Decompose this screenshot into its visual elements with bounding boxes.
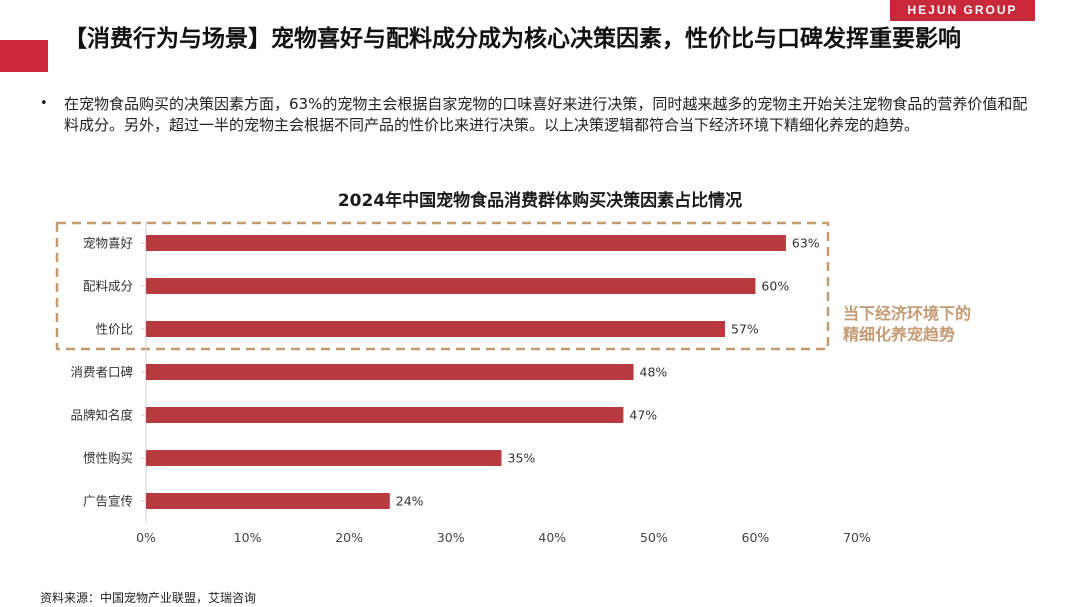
x-tick-label: 50% (640, 530, 668, 545)
annotation-line-2: 精细化养宠趋势 (843, 325, 956, 344)
value-label: 57% (731, 322, 759, 337)
summary-text: 在宠物食品购买的决策因素方面，63%的宠物主会根据自家宠物的口味喜好来进行决策，… (64, 95, 1028, 134)
x-tick-label: 20% (335, 530, 363, 545)
value-label: 47% (629, 408, 657, 423)
category-label: 惯性购买 (83, 451, 133, 466)
value-label: 24% (396, 494, 424, 509)
category-label: 广告宣传 (83, 494, 133, 509)
category-label: 品牌知名度 (70, 408, 133, 423)
bar (146, 278, 756, 294)
value-label: 60% (761, 279, 789, 294)
brand-tag: HEJUN GROUP (890, 0, 1035, 21)
bar (146, 407, 624, 423)
category-label: 配料成分 (83, 279, 133, 294)
bar (146, 493, 390, 509)
title-accent-bar (0, 40, 48, 72)
x-tick-label: 40% (538, 530, 566, 545)
source-note: 资料来源：中国宠物产业联盟，艾瑞咨询 (40, 591, 257, 605)
chart-title: 2024年中国宠物食品消费群体购买决策因素占比情况 (337, 191, 743, 211)
category-label: 宠物喜好 (83, 236, 133, 251)
category-label: 性价比 (95, 322, 133, 337)
x-tick-label: 60% (742, 530, 770, 545)
bar (146, 364, 634, 380)
value-label: 48% (640, 365, 668, 380)
bullet-icon: • (40, 96, 48, 111)
x-tick-label: 0% (136, 530, 156, 545)
x-tick-label: 10% (234, 530, 262, 545)
bar (146, 321, 725, 337)
annotation-line-1: 当下经济环境下的 (843, 304, 972, 323)
page-title: 【消费行为与场景】宠物喜好与配料成分成为核心决策因素，性价比与口碑发挥重要影响 (64, 26, 961, 52)
bar (146, 450, 502, 466)
bar (146, 235, 786, 251)
x-tick-label: 30% (437, 530, 465, 545)
highlight-box (55, 221, 830, 351)
value-label: 63% (792, 236, 820, 251)
x-tick-label: 70% (843, 530, 871, 545)
category-label: 消费者口碑 (70, 365, 133, 380)
trend-annotation: 当下经济环境下的 精细化养宠趋势 (843, 303, 971, 345)
value-label: 35% (508, 451, 536, 466)
